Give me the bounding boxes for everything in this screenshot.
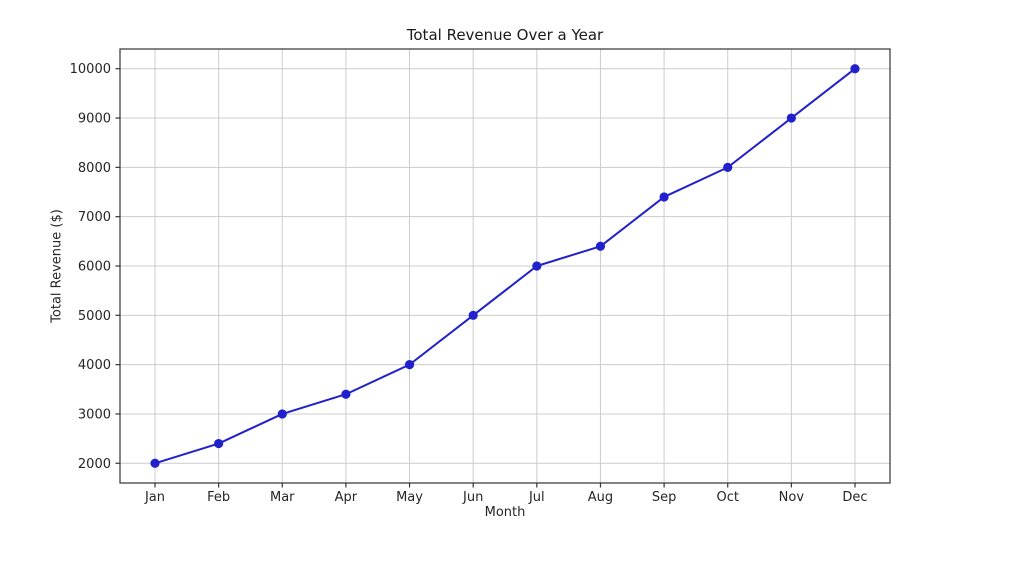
x-tick-label: Feb	[207, 490, 230, 505]
data-point	[532, 261, 542, 271]
x-tick-label: Jul	[528, 490, 545, 505]
x-tick-label: Sep	[652, 490, 677, 505]
x-tick-label: Jan	[144, 490, 165, 505]
chart-title: Total Revenue Over a Year	[406, 26, 604, 44]
data-point	[214, 438, 224, 449]
x-axis-label: Month	[484, 505, 526, 520]
y-tick-label: 4000	[78, 358, 111, 373]
y-tick-label: 8000	[78, 161, 111, 176]
y-tick-label: 9000	[78, 112, 111, 127]
revenue-line	[154, 67, 856, 465]
x-tick-label: Dec	[842, 490, 867, 505]
y-tick-label: 10000	[70, 62, 111, 77]
data-point	[659, 192, 669, 202]
x-tick-label: Jun	[462, 490, 483, 505]
data-point	[277, 409, 287, 419]
y-tick-label: 5000	[78, 309, 111, 324]
data-point	[468, 310, 478, 320]
data-point	[404, 360, 415, 370]
data-point	[341, 389, 351, 399]
x-tick-label: Oct	[716, 490, 738, 505]
y-tick-label: 2000	[78, 457, 111, 472]
x-tick-label: Apr	[335, 490, 358, 505]
y-axis-label: Total Revenue ($)	[49, 209, 65, 323]
data-point	[595, 241, 606, 251]
y-tick-label: 6000	[78, 260, 111, 275]
x-tick-label: Mar	[270, 490, 295, 505]
data-point	[786, 113, 796, 123]
x-tick-label: Aug	[588, 490, 613, 505]
y-tick-label: 3000	[78, 407, 111, 422]
data-point	[850, 64, 860, 74]
data-point	[723, 162, 733, 172]
y-tick-label: 7000	[78, 210, 111, 225]
data-point	[150, 458, 160, 468]
x-tick-label: May	[396, 490, 423, 505]
x-tick-label: Nov	[779, 490, 805, 505]
